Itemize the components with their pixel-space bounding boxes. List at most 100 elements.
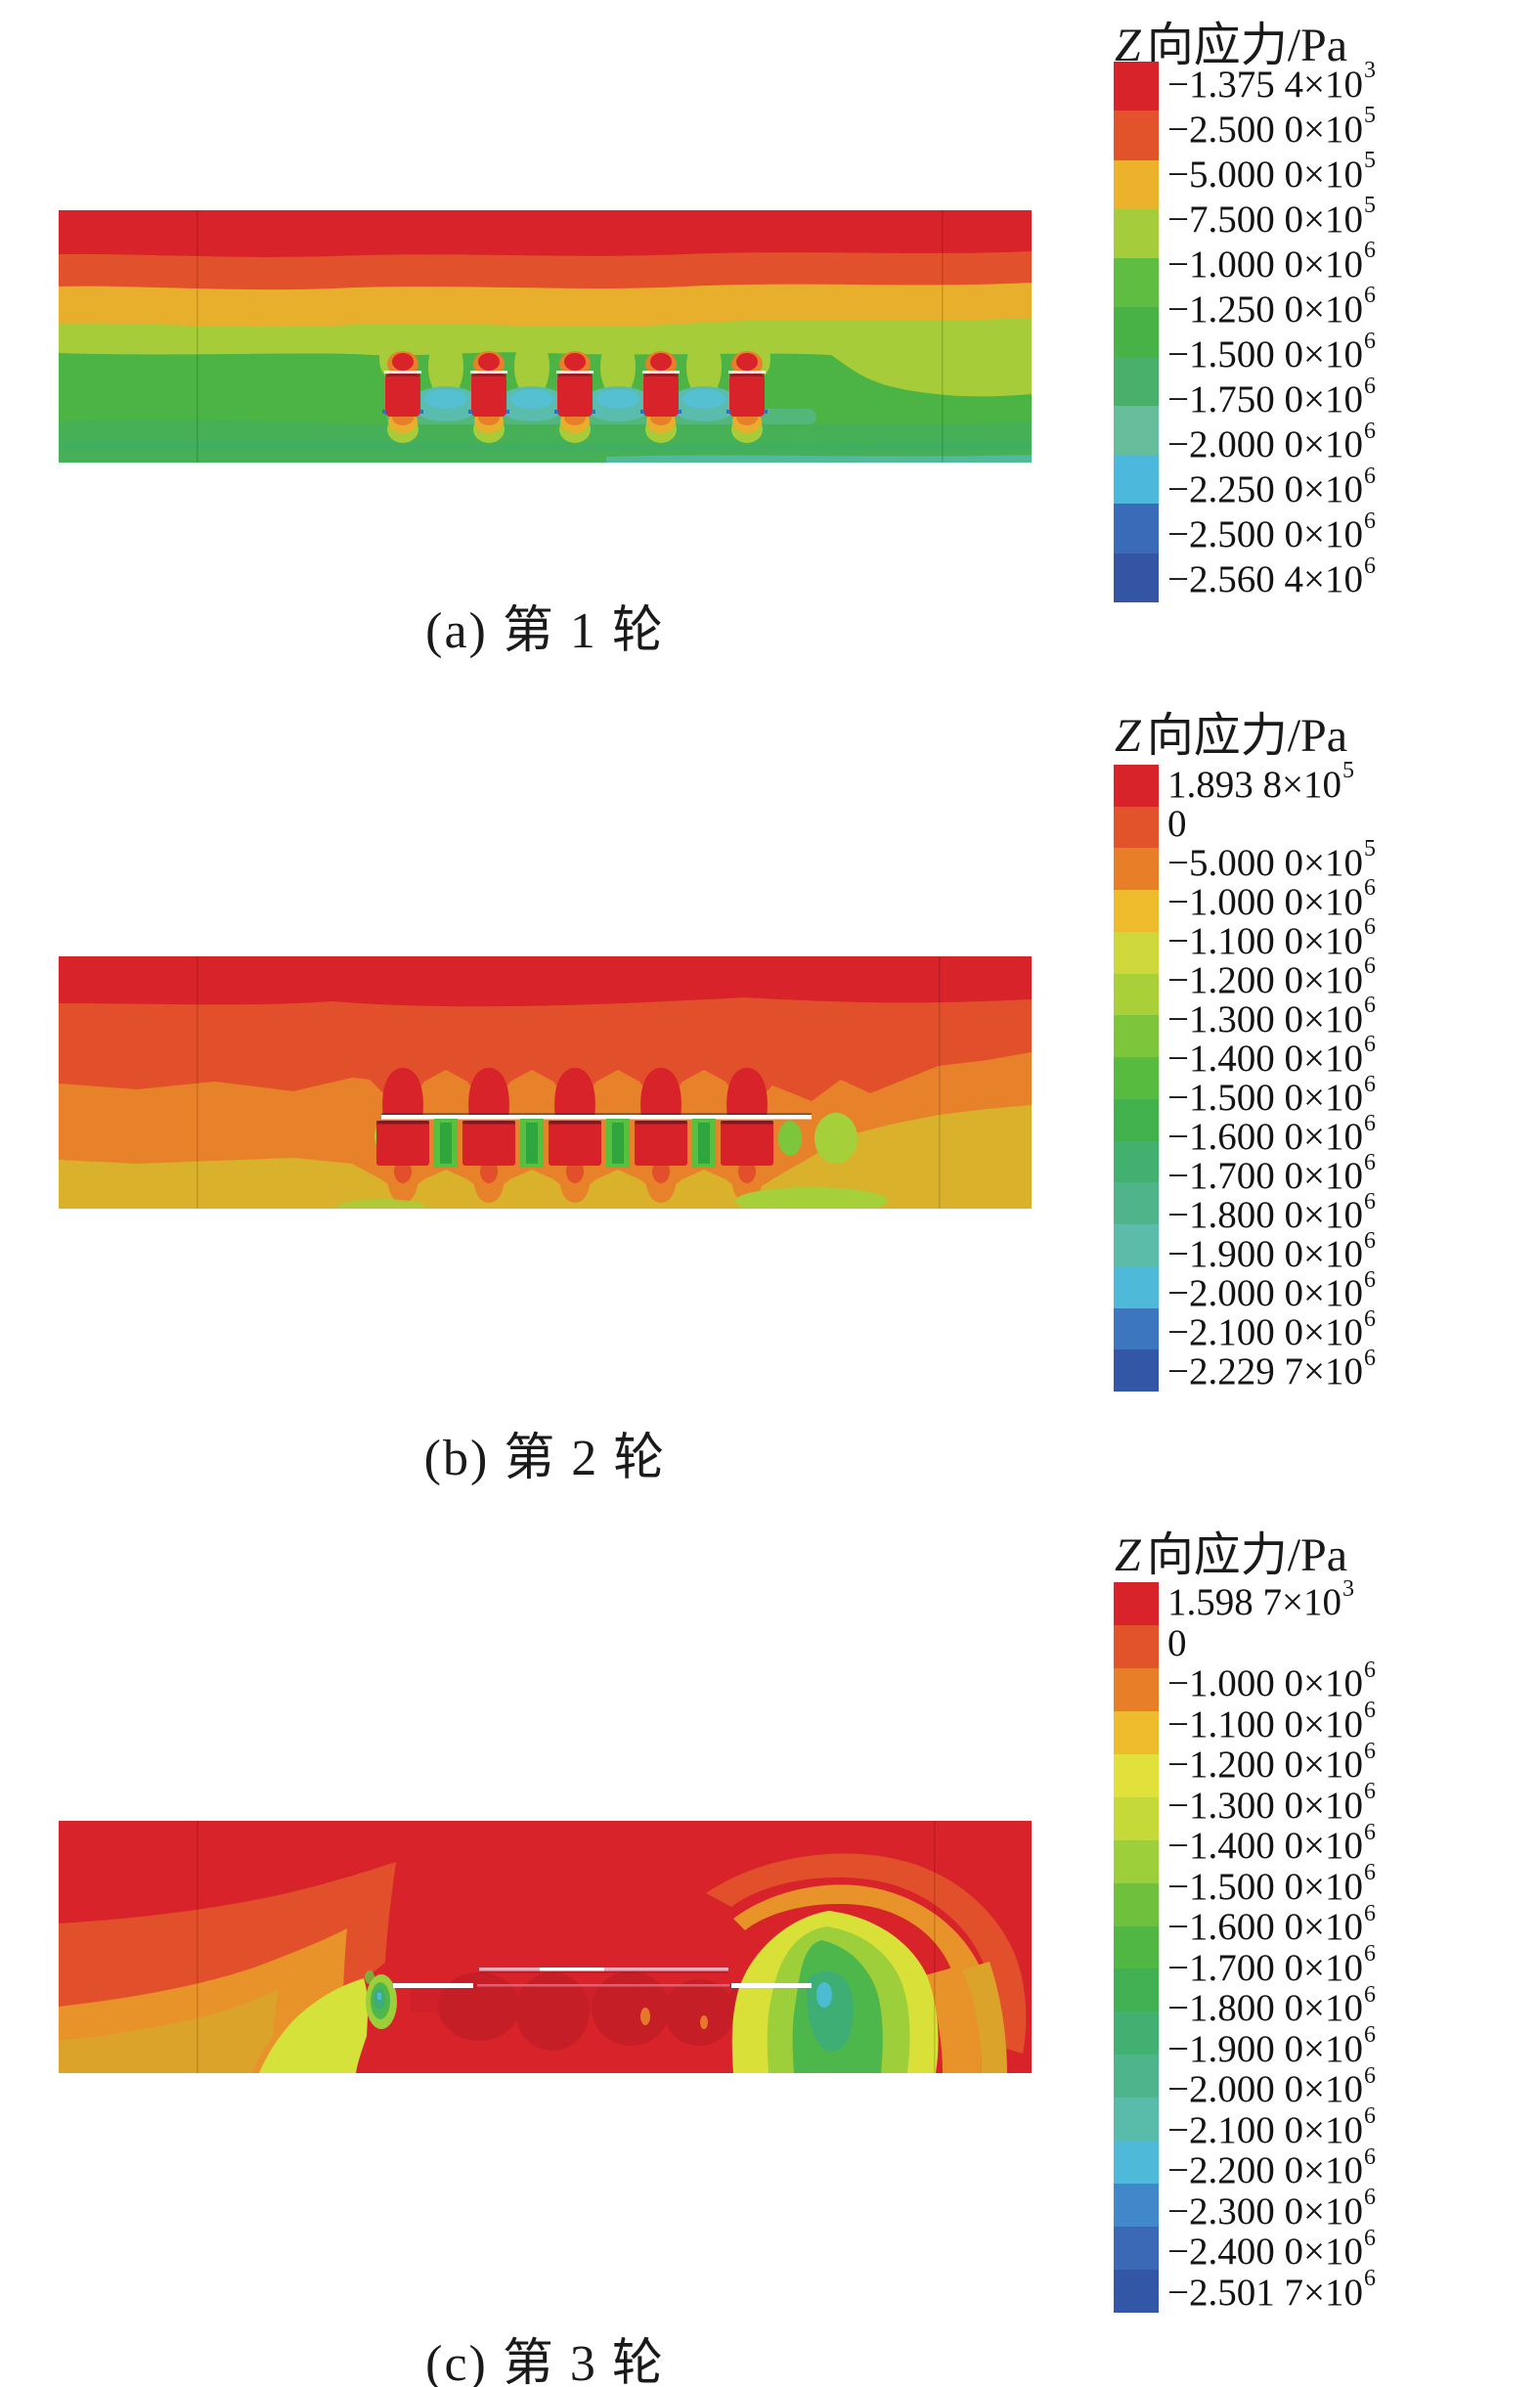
colorbar-segment xyxy=(1114,2098,1159,2142)
anchor-line-c xyxy=(393,1967,812,1988)
colorbar-segment xyxy=(1114,62,1159,111)
legend-tick-label: 0 xyxy=(1167,1621,1187,1664)
legend-tick-label: −1.100 0×10 6 xyxy=(1167,914,1376,962)
colorbar-segment xyxy=(1114,1667,1159,1711)
stress-field-a xyxy=(59,210,1032,463)
colorbar-segment xyxy=(1114,1015,1159,1058)
colorbar-segment xyxy=(1114,2227,1159,2270)
legend-tick-label: −1.300 0×10 6 xyxy=(1167,1779,1376,1827)
legend-tick-label: −1.500 0×10 6 xyxy=(1167,328,1376,376)
caption-b: (b) 第 2 轮 xyxy=(423,1431,667,1486)
colorbar-segment xyxy=(1114,111,1159,160)
colorbar-segment xyxy=(1114,806,1159,849)
legend-tick-label: −1.200 0×10 6 xyxy=(1167,953,1376,1001)
legend-tick-label: −1.000 0×10 6 xyxy=(1167,875,1376,923)
stress-field-b xyxy=(59,956,1032,1209)
colorbar-segment xyxy=(1114,1882,1159,1926)
colorbar-segment xyxy=(1114,1582,1159,1625)
colorbar-segment xyxy=(1114,307,1159,357)
colorbar-segment xyxy=(1114,1265,1159,1308)
legend-tick-label: −2.500 0×10 5 xyxy=(1167,103,1376,151)
legend-tick-label: −1.600 0×10 6 xyxy=(1167,1900,1376,1949)
legend-tick-label: −1.500 0×10 6 xyxy=(1167,1071,1376,1120)
colorbar-segment xyxy=(1114,504,1159,553)
legend-title-c: Z 向应力/Pa xyxy=(1115,1516,1437,1584)
colorbar-segment xyxy=(1114,159,1159,209)
legend-tick-label: −1.800 0×10 6 xyxy=(1167,1188,1376,1237)
colorbar-labels-a: −1.375 4×10 3 −2.500 0×10 5 −5.000 0×10 5 −7.5… xyxy=(1167,58,1490,602)
colorbar-segment xyxy=(1114,765,1159,807)
colorbar-segment xyxy=(1114,1182,1159,1225)
legend-title-b: Z 向应力/Pa xyxy=(1115,696,1437,765)
contour-a-canvas xyxy=(59,210,1032,463)
legend-tick-label: 1.893 8×10 5 xyxy=(1167,758,1354,806)
colorbar-segment xyxy=(1114,1307,1159,1350)
contour-c-canvas xyxy=(59,1821,1032,2073)
legend-tick-label: −1.700 0×10 6 xyxy=(1167,1941,1376,1989)
legend-tick-label: −5.000 0×10 5 xyxy=(1167,148,1376,196)
legend-title-rest: 向应力/Pa xyxy=(1146,1529,1348,1581)
colorbar-segment xyxy=(1114,1710,1159,1754)
colorbar-segment xyxy=(1114,2270,1159,2313)
colorbar-segment xyxy=(1114,1839,1159,1883)
legend-tick-label: −2.400 0×10 6 xyxy=(1167,2225,1376,2274)
caption-c: (c) 第 3 轮 xyxy=(425,2336,665,2387)
contour-plot-c xyxy=(59,1821,1032,2073)
legend-title-var: Z xyxy=(1115,1529,1141,1581)
legend-tick-label: 1.598 7×10 3 xyxy=(1167,1575,1354,1624)
colorbar-segment xyxy=(1114,1753,1159,1797)
legend-tick-label: −2.229 7×10 6 xyxy=(1167,1345,1376,1393)
colorbar-segment xyxy=(1114,356,1159,406)
legend-tick-label: −1.700 0×10 6 xyxy=(1167,1149,1376,1198)
section-lines-b xyxy=(197,956,941,1209)
legend-tick-label: −1.100 0×10 6 xyxy=(1167,1698,1376,1746)
legend-tick-label: −2.200 0×10 6 xyxy=(1167,2144,1376,2192)
colorbar-a xyxy=(1114,62,1159,602)
section-lines-a xyxy=(197,210,944,463)
legend-tick-label: −1.500 0×10 6 xyxy=(1167,1860,1376,1908)
colorbar-segment xyxy=(1114,1057,1159,1099)
legend-tick-label: −1.400 0×10 6 xyxy=(1167,1819,1376,1868)
legend-tick-label: −2.300 0×10 6 xyxy=(1167,2185,1376,2232)
colorbar-segment xyxy=(1114,1624,1159,1668)
colorbar-c xyxy=(1114,1582,1159,2313)
legend-tick-label: −2.100 0×10 6 xyxy=(1167,2103,1376,2151)
contour-plot-a xyxy=(59,210,1032,463)
legend-tick-label: −2.000 0×10 6 xyxy=(1167,1266,1376,1315)
colorbar-labels-c: 1.598 7×10 3 0 −1.000 0×10 6 −1.100 0×10 6 −1.2… xyxy=(1167,1575,1490,2314)
legend-tick-label: −2.100 0×10 6 xyxy=(1167,1305,1376,1354)
colorbar-segment xyxy=(1114,2141,1159,2185)
legend-tick-label: −1.250 0×10 6 xyxy=(1167,283,1376,331)
legend-tick-label: −2.000 0×10 6 xyxy=(1167,2062,1376,2111)
legend-tick-label: −1.000 0×10 6 xyxy=(1167,238,1376,286)
colorbar-segment xyxy=(1114,1796,1159,1840)
colorbar-segment xyxy=(1114,848,1159,891)
colorbar-segment xyxy=(1114,1140,1159,1183)
contour-plot-b xyxy=(59,956,1032,1209)
legend-tick-label: 0 xyxy=(1167,802,1187,845)
colorbar-segment xyxy=(1114,405,1159,456)
colorbar-segment xyxy=(1114,1349,1159,1392)
colorbar-segment xyxy=(1114,1098,1159,1141)
colorbar-segment xyxy=(1114,1925,1159,1969)
legend-tick-label: −1.200 0×10 6 xyxy=(1167,1738,1376,1787)
colorbar-segment xyxy=(1114,1224,1159,1266)
colorbar-segment xyxy=(1114,1968,1159,2012)
legend-tick-label: −2.500 0×10 6 xyxy=(1167,508,1376,556)
colorbar-segment xyxy=(1114,258,1159,308)
legend-tick-label: −2.501 7×10 6 xyxy=(1167,2266,1376,2314)
legend-tick-label: −1.375 4×10 3 xyxy=(1167,58,1376,106)
legend-tick-label: −1.600 0×10 6 xyxy=(1167,1110,1376,1159)
bolt-row-b xyxy=(376,1113,812,1168)
colorbar-b xyxy=(1114,765,1159,1392)
legend-title-rest: 向应力/Pa xyxy=(1146,710,1348,762)
colorbar-segment xyxy=(1114,931,1159,974)
legend-tick-label: −1.300 0×10 6 xyxy=(1167,993,1376,1040)
legend-title-rest: 向应力/Pa xyxy=(1146,20,1348,71)
bolts-a xyxy=(382,351,768,443)
colorbar-segment xyxy=(1114,2011,1159,2055)
legend-tick-label: −1.000 0×10 6 xyxy=(1167,1657,1376,1705)
legend-tick-label: −1.750 0×10 6 xyxy=(1167,373,1376,421)
legend-tick-label: −7.500 0×10 5 xyxy=(1167,193,1376,241)
